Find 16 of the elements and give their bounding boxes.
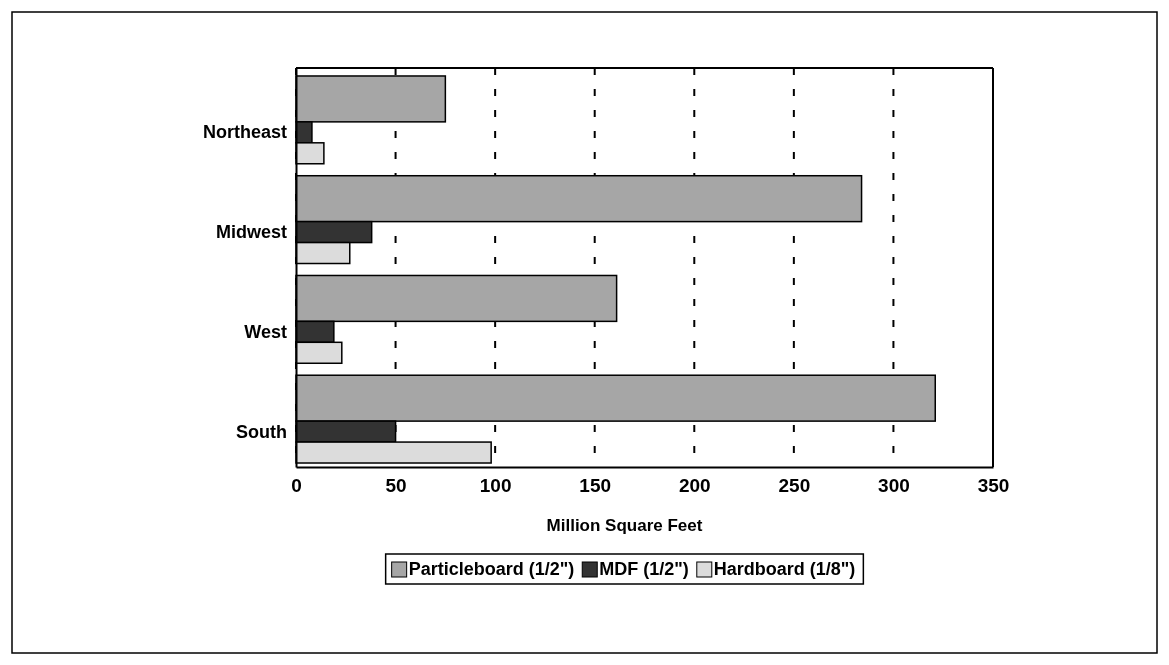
x-tick-label: 0 [291,475,302,497]
y-tick-label: West [244,321,287,342]
x-tick-label: 100 [479,475,512,497]
x-tick-label: 300 [878,475,910,497]
y-tick-label: South [236,421,287,442]
legend-label: Particleboard (1/2") [408,559,575,579]
legend-label: Hardboard (1/8") [713,559,856,579]
x-tick-label: 350 [977,475,1010,497]
y-tick-label: Midwest [215,222,287,243]
y-tick-label: Northeast [202,122,287,143]
x-axis-title: Million Square Feet [546,516,703,535]
x-tick-label: 150 [579,475,612,497]
x-tick-label: 250 [778,475,811,497]
x-tick-label: 200 [678,475,711,497]
x-tick-label: 50 [385,475,407,497]
legend-label: MDF (1/2") [599,559,689,579]
